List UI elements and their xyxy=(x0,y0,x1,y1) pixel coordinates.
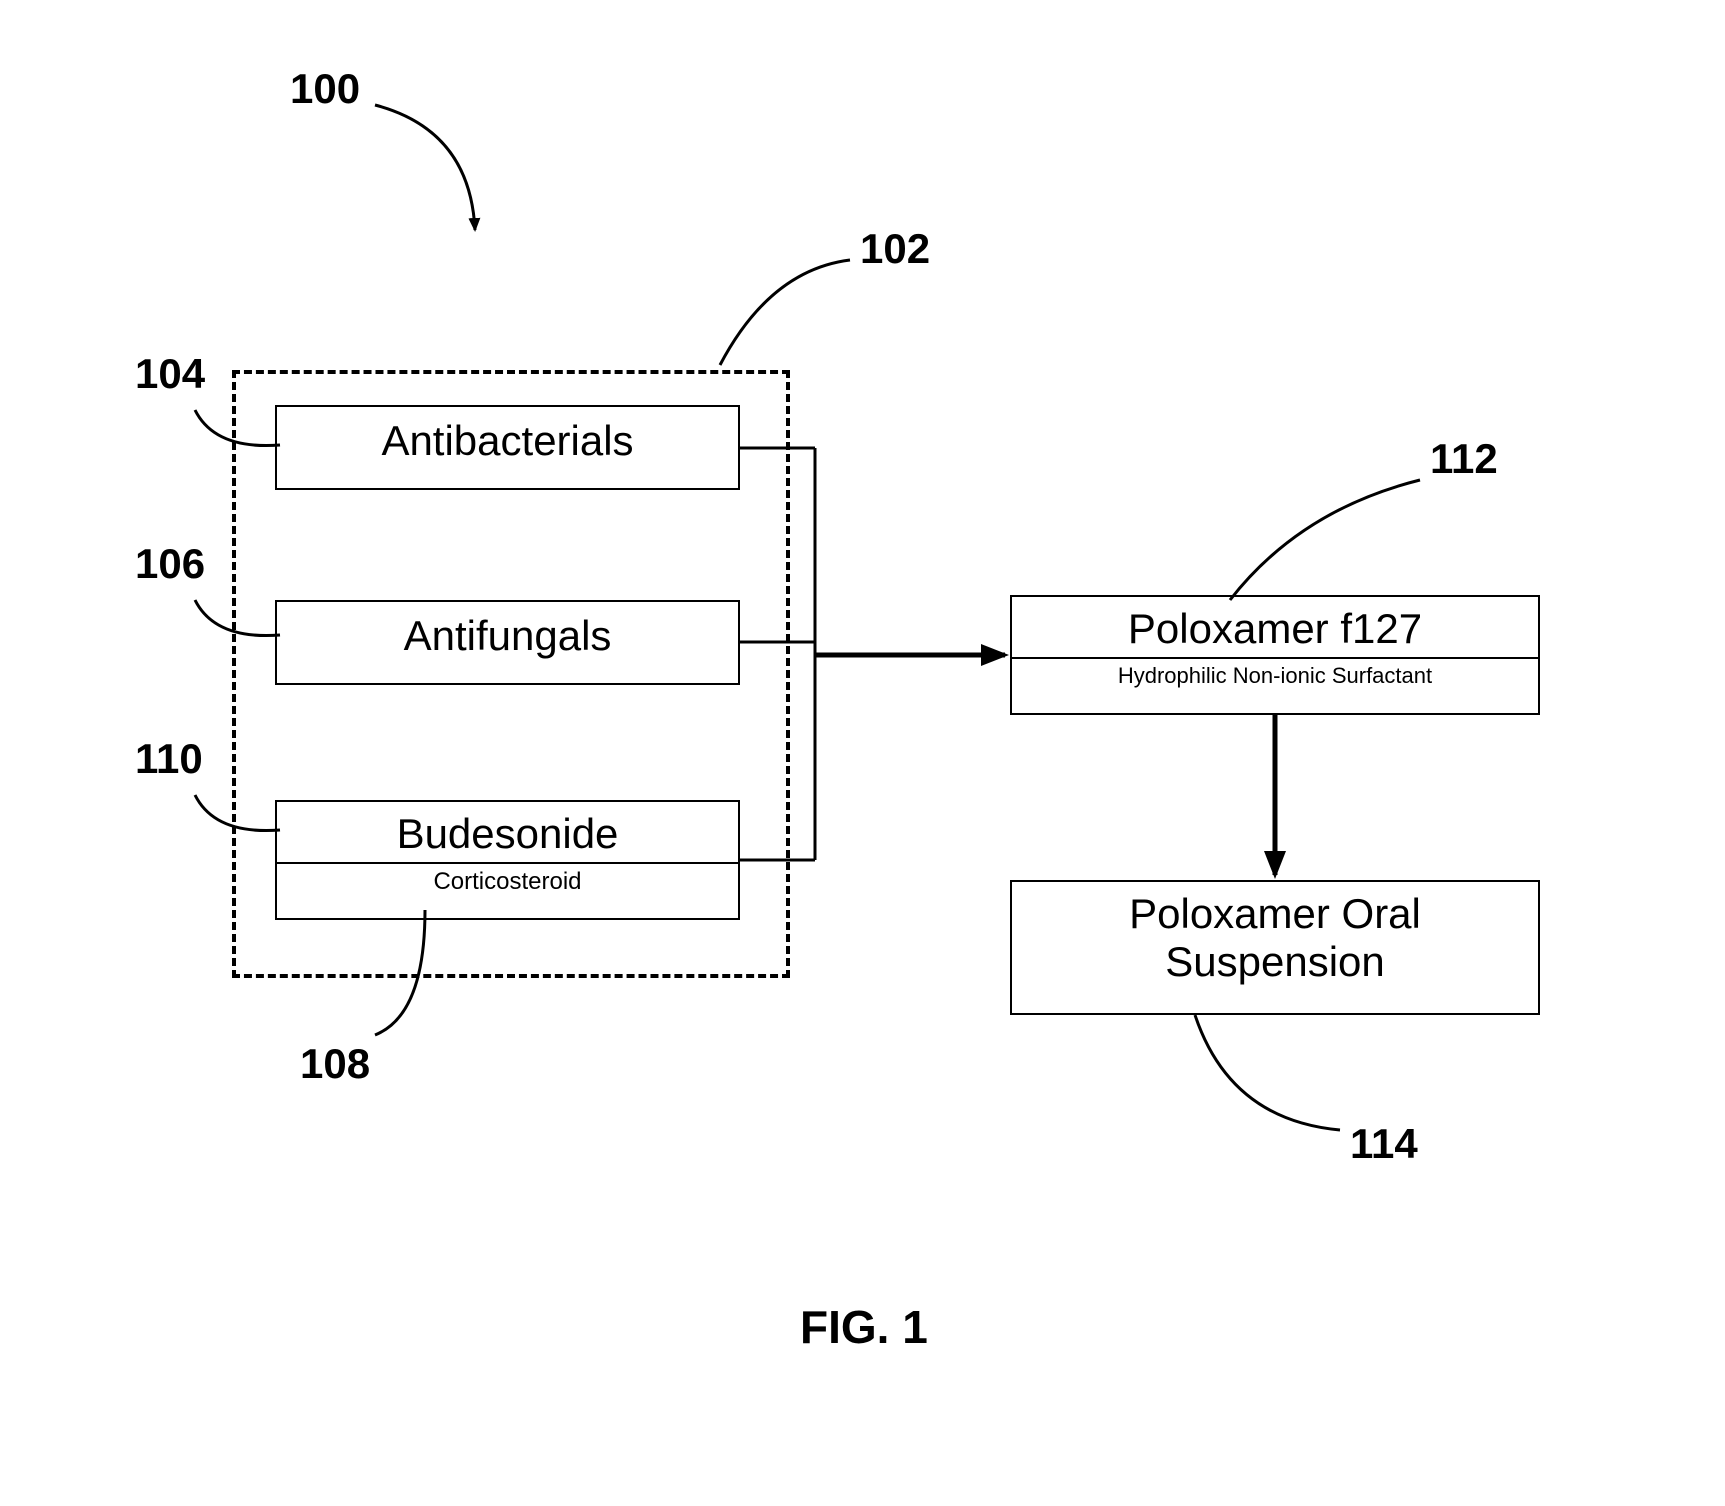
ref-106: 106 xyxy=(135,540,205,588)
box-budesonide: Budesonide Corticosteroid xyxy=(275,800,740,920)
ref-114: 114 xyxy=(1350,1120,1418,1168)
ref-112: 112 xyxy=(1430,435,1498,483)
ref-108: 108 xyxy=(300,1040,370,1088)
figure-caption: FIG. 1 xyxy=(800,1300,928,1354)
box-poloxamer-f127: Poloxamer f127 Hydrophilic Non-ionic Sur… xyxy=(1010,595,1540,715)
callout-114 xyxy=(1195,1015,1340,1130)
box-antifungals-title: Antifungals xyxy=(277,602,738,666)
box-poloxamer-f127-subtitle: Hydrophilic Non-ionic Surfactant xyxy=(1012,657,1538,695)
callout-102 xyxy=(720,260,850,365)
box-antibacterials: Antibacterials xyxy=(275,405,740,490)
diagram-canvas: Antibacterials Antifungals Budesonide Co… xyxy=(0,0,1725,1506)
box-poloxamer-oral-line1: Poloxamer Oral xyxy=(1012,882,1538,938)
box-budesonide-title: Budesonide xyxy=(277,802,738,862)
box-antibacterials-title: Antibacterials xyxy=(277,407,738,471)
ref-104: 104 xyxy=(135,350,205,398)
box-budesonide-subtitle: Corticosteroid xyxy=(277,862,738,902)
box-poloxamer-oral-line2: Suspension xyxy=(1012,938,1538,992)
ref-110: 110 xyxy=(135,735,203,783)
ref-102: 102 xyxy=(860,225,930,273)
box-poloxamer-f127-title: Poloxamer f127 xyxy=(1012,597,1538,657)
ref-100: 100 xyxy=(290,65,360,113)
box-antifungals: Antifungals xyxy=(275,600,740,685)
box-poloxamer-oral-suspension: Poloxamer Oral Suspension xyxy=(1010,880,1540,1015)
callout-112 xyxy=(1230,480,1420,600)
callout-100 xyxy=(375,105,475,230)
